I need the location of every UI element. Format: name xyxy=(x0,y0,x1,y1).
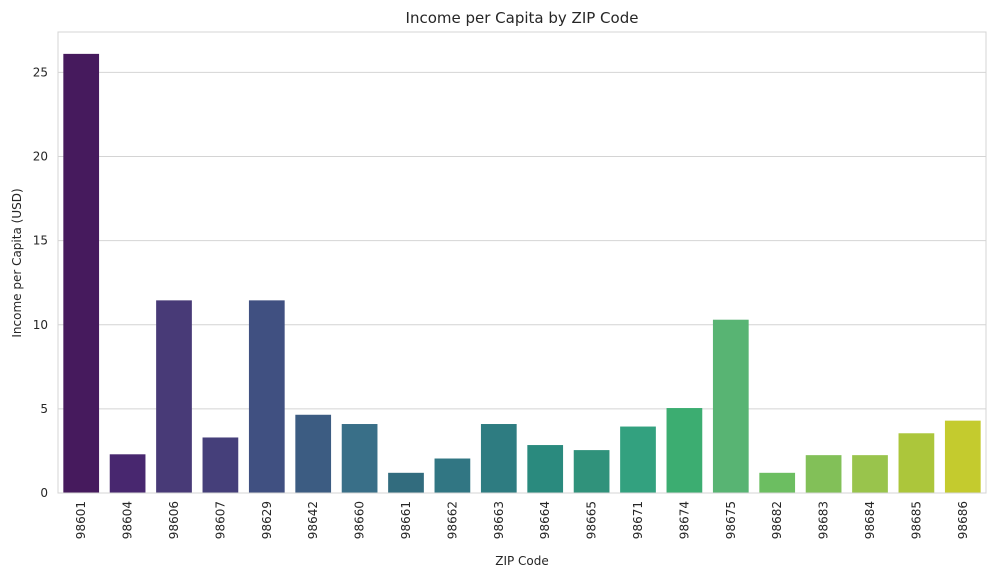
bar-98671 xyxy=(620,426,656,493)
x-tick-label: 98683 xyxy=(817,501,831,539)
bar-98685 xyxy=(898,433,935,493)
bar-98606 xyxy=(156,300,192,493)
bar-98629 xyxy=(248,300,285,493)
y-tick-labels: 0 5 10 15 20 25 xyxy=(33,65,48,500)
bar-98663 xyxy=(480,424,517,493)
x-tick-label: 98660 xyxy=(353,501,367,539)
x-tick-label: 98674 xyxy=(677,501,691,539)
bar-98642 xyxy=(295,414,332,493)
x-tick-label: 98604 xyxy=(121,501,135,539)
x-tick-label: 98629 xyxy=(260,501,274,539)
x-tick-label: 98664 xyxy=(538,501,552,539)
bar-98661 xyxy=(388,472,424,493)
x-tick-label: 98661 xyxy=(399,501,413,539)
bar-98662 xyxy=(434,458,471,493)
bar-98686 xyxy=(944,420,981,493)
x-tick-label: 98684 xyxy=(863,501,877,539)
y-tick-label: 10 xyxy=(33,318,48,332)
bar-98664 xyxy=(527,445,564,493)
bar-98665 xyxy=(573,450,610,493)
x-tick-label: 98685 xyxy=(909,501,923,539)
y-axis-label: Income per Capita (USD) xyxy=(10,188,24,337)
x-tick-label: 98662 xyxy=(445,501,459,539)
bar-98660 xyxy=(341,424,378,493)
bar-98604 xyxy=(109,454,146,493)
bar-98683 xyxy=(805,455,842,493)
x-tick-labels: 98601 98604 98606 98607 98629 98642 98660 98661… xyxy=(74,501,970,539)
x-tick-label: 98607 xyxy=(213,501,227,539)
y-tick-label: 25 xyxy=(33,65,48,79)
y-tick-label: 0 xyxy=(40,486,48,500)
x-axis-label: ZIP Code xyxy=(495,554,549,568)
y-tick-label: 20 xyxy=(33,150,48,164)
bar-98675 xyxy=(712,319,749,493)
bar-98682 xyxy=(759,472,796,493)
y-tick-label: 15 xyxy=(33,234,48,248)
x-tick-label: 98663 xyxy=(492,501,506,539)
x-tick-label: 98671 xyxy=(631,501,645,539)
x-tick-label: 98682 xyxy=(770,501,784,539)
x-tick-label: 98606 xyxy=(167,501,181,539)
bars xyxy=(63,53,981,494)
bar-98601 xyxy=(63,53,100,494)
bar-98674 xyxy=(666,408,703,493)
chart-title: Income per Capita by ZIP Code xyxy=(406,9,639,27)
x-tick-label: 98675 xyxy=(724,501,738,539)
x-tick-label: 98601 xyxy=(74,501,88,539)
x-tick-label: 98686 xyxy=(956,501,970,539)
plot-frame xyxy=(57,31,987,494)
bar-98607 xyxy=(202,437,239,493)
x-tick-label: 98642 xyxy=(306,501,320,539)
x-tick-label: 98665 xyxy=(585,501,599,539)
grid-lines xyxy=(58,71,986,410)
y-tick-label: 5 xyxy=(40,402,48,416)
bar-98684 xyxy=(852,455,888,493)
